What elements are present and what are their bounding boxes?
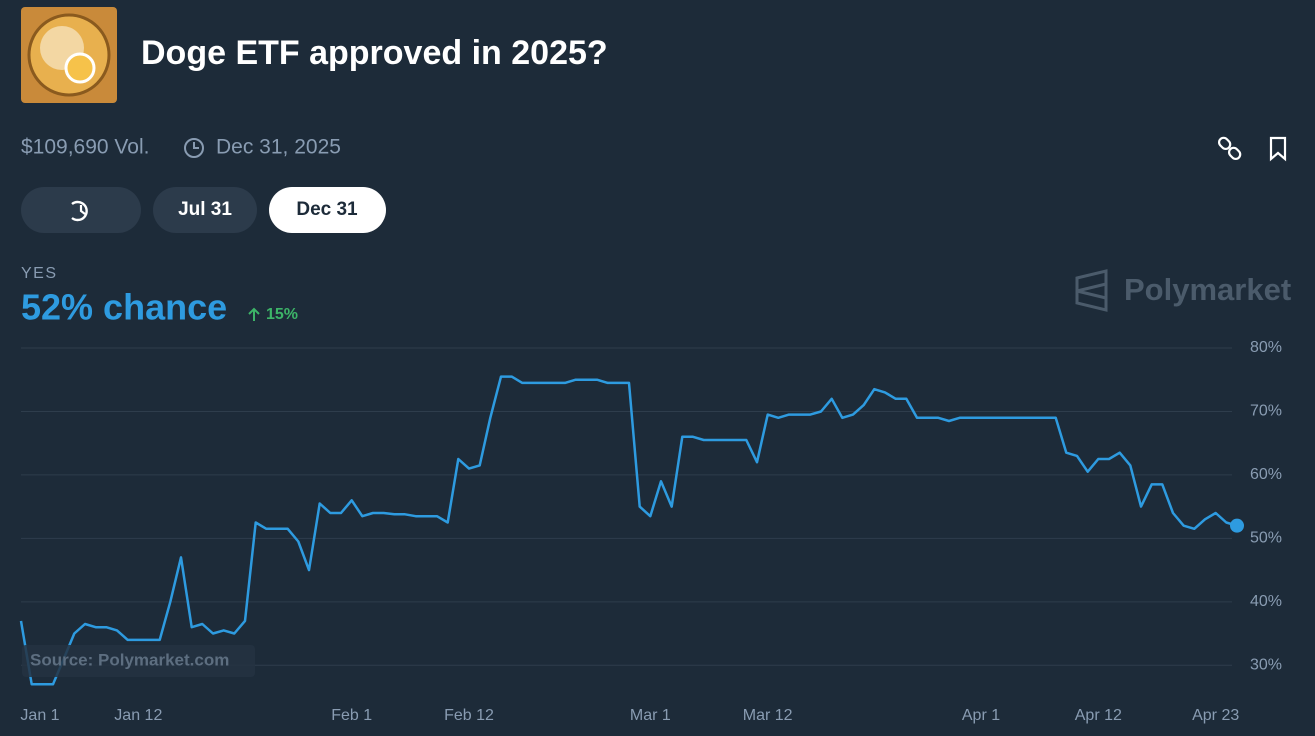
date-button-label[interactable]: Dec 31 bbox=[296, 199, 358, 220]
chance: 52% chance bbox=[21, 287, 227, 328]
date-button-label[interactable]: Jul 31 bbox=[178, 199, 232, 220]
date-button[interactable] bbox=[153, 187, 257, 233]
y-tick-label: 70% bbox=[1250, 403, 1282, 420]
history-button[interactable] bbox=[21, 187, 141, 233]
x-tick-label: Feb 1 bbox=[331, 707, 372, 724]
end-date: Dec 31, 2025 bbox=[216, 136, 341, 159]
y-tick-label: 60% bbox=[1250, 466, 1282, 483]
y-tick-label: 50% bbox=[1250, 530, 1282, 547]
y-tick-label: 30% bbox=[1250, 656, 1282, 673]
source-box bbox=[22, 645, 255, 677]
x-tick-label: Mar 1 bbox=[630, 707, 671, 724]
title: Doge ETF approved in 2025? bbox=[141, 34, 608, 72]
volume: $109,690 Vol. bbox=[21, 136, 149, 159]
link-icon[interactable] bbox=[1217, 136, 1242, 161]
y-tick-label: 80% bbox=[1250, 339, 1282, 356]
clock-icon bbox=[184, 138, 204, 158]
x-tick-label: Jan 12 bbox=[114, 707, 162, 724]
brand-logo bbox=[1075, 269, 1108, 312]
x-tick-label: Apr 23 bbox=[1192, 707, 1239, 724]
x-tick-label: Mar 12 bbox=[743, 707, 793, 724]
logo bbox=[21, 7, 117, 103]
date-button-active[interactable] bbox=[269, 187, 386, 233]
bookmark-icon[interactable] bbox=[1269, 136, 1287, 162]
source: Source: Polymarket.com bbox=[30, 650, 229, 669]
x-tick-label: Feb 12 bbox=[444, 707, 494, 724]
plot: 30% 40% 50% 60% 70% 80% Jan 1 Jan 12 Feb 1 Feb 12… bbox=[19, 339, 1282, 724]
end-dot bbox=[1230, 518, 1244, 533]
up-arrow bbox=[248, 307, 260, 321]
x-tick-label: Apr 12 bbox=[1075, 707, 1122, 724]
y-tick-label: 40% bbox=[1250, 593, 1282, 610]
outcome-label: YES bbox=[21, 265, 58, 282]
line bbox=[19, 375, 1238, 686]
change: 15% bbox=[266, 306, 298, 323]
x-tick-label: Jan 1 bbox=[20, 707, 59, 724]
x-tick-label: Apr 1 bbox=[962, 707, 1000, 724]
brand: Polymarket bbox=[1124, 272, 1291, 307]
